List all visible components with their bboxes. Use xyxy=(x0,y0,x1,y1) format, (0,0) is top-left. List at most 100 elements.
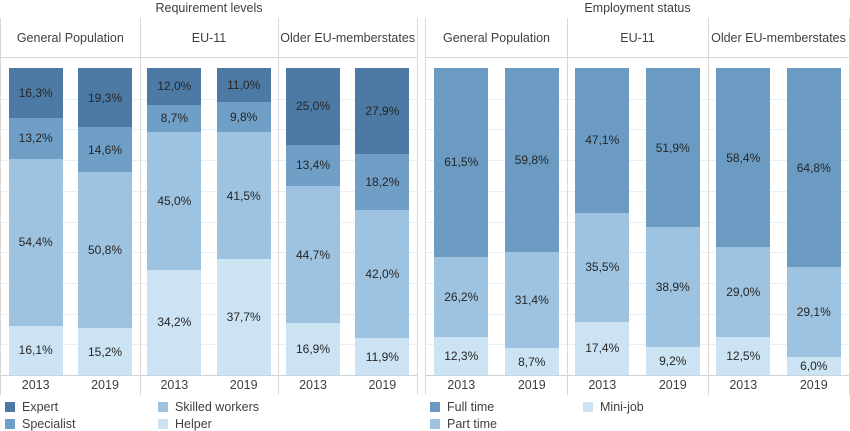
group-header-older-eu-memberstates: Older EU-memberstates xyxy=(280,30,416,45)
legend-item-helper: Helper xyxy=(158,417,311,431)
segment-part-time: 31,4% xyxy=(504,251,559,349)
year-label: 2013 xyxy=(21,377,50,392)
legend-column: Mini-job xyxy=(583,400,736,431)
legend-item-skilled-workers: Skilled workers xyxy=(158,400,311,414)
segment-label: 12,0% xyxy=(157,79,192,94)
segment-skilled-workers: 41,5% xyxy=(216,131,271,260)
bar-slot: 61,5% 26,2% 12,3% xyxy=(426,68,497,376)
segment-label: 11,0% xyxy=(227,77,261,92)
segment-label: 25,0% xyxy=(296,99,331,114)
segment-specialist: 18,2% xyxy=(355,153,410,210)
group-separator xyxy=(139,18,141,395)
segment-expert: 19,3% xyxy=(78,68,133,128)
plot-area: 16,3% 13,2% 54,4% 16,1% 19,3% 14,6% 50,8% 15,2%… xyxy=(1,68,417,376)
segment-full-time: 64,8% xyxy=(786,68,841,268)
gridline xyxy=(426,160,849,162)
segment-label: 11,9% xyxy=(365,349,399,364)
bar-eu-11-2019: 11,0% 9,8% 41,5% 37,7% xyxy=(216,68,271,375)
segment-label: 16,3% xyxy=(18,86,53,101)
segment-mini-job: 9,2% xyxy=(645,346,700,375)
bar-slot: 19,3% 14,6% 50,8% 15,2% xyxy=(70,68,139,375)
group-separator xyxy=(566,18,568,395)
legend-swatch-part-time xyxy=(430,419,440,429)
year-group: 2013 2019 xyxy=(1,378,140,392)
year-group: 2013 2019 xyxy=(708,378,849,392)
segment-mini-job: 12,5% xyxy=(716,336,771,375)
segment-skilled-workers: 54,4% xyxy=(8,158,63,326)
legend-label: Expert xyxy=(22,400,59,414)
bar-eu-11-2019: 51,9% 38,9% 9,2% xyxy=(645,68,700,375)
gridline xyxy=(426,344,849,346)
segment-expert: 12,0% xyxy=(147,68,202,105)
legend-label: Helper xyxy=(175,417,212,431)
legend-swatch-helper xyxy=(158,419,168,429)
segment-label: 41,5% xyxy=(226,188,261,203)
segment-label: 9,8% xyxy=(230,109,258,124)
segment-label: 47,1% xyxy=(585,133,620,148)
group-separator xyxy=(278,18,280,395)
plot-frame: General Population EU-11 Older EU-memberst… xyxy=(425,18,850,395)
legend-column: Skilled workers Helper xyxy=(158,400,311,431)
bar-groups: 16,3% 13,2% 54,4% 16,1% 19,3% 14,6% 50,8% 15,2%… xyxy=(1,68,417,376)
legend-column: Full time Part time xyxy=(430,400,583,431)
year-axis: 2013 2019 2013 2019 2013 2019 xyxy=(426,376,849,393)
segment-helper: 34,2% xyxy=(147,269,202,375)
segment-label: 38,9% xyxy=(655,280,690,295)
gridline xyxy=(426,313,849,315)
chart-title: Requirement levels xyxy=(155,1,263,15)
year-label: 2013 xyxy=(729,377,758,392)
year-label: 2019 xyxy=(799,377,828,392)
segment-label: 9,2% xyxy=(659,353,687,368)
bar-general-population-2019: 59,8% 31,4% 8,7% xyxy=(504,68,559,375)
segment-label: 16,9% xyxy=(296,342,331,357)
year-group: 2013 2019 xyxy=(278,378,417,392)
legend-item-expert: Expert xyxy=(5,400,158,414)
segment-label: 61,5% xyxy=(444,155,479,170)
segment-part-time: 35,5% xyxy=(575,212,630,322)
segment-label: 37,7% xyxy=(226,310,261,325)
segment-mini-job: 6,0% xyxy=(786,356,841,375)
bar-general-population-2013: 61,5% 26,2% 12,3% xyxy=(434,68,489,376)
segment-label: 58,4% xyxy=(726,150,761,165)
segment-label: 19,3% xyxy=(88,90,123,105)
legend-label: Full time xyxy=(447,400,495,414)
year-label: 2019 xyxy=(229,377,258,392)
gridline xyxy=(426,221,849,223)
bar-slot: 25,0% 13,4% 44,7% 16,9% xyxy=(278,68,347,376)
segment-label: 45,0% xyxy=(157,193,192,208)
segment-label: 6,0% xyxy=(800,358,828,373)
bar-groups: 61,5% 26,2% 12,3% 59,8% 31,4% 8,7% 47,1% 35,5% 1… xyxy=(426,68,849,376)
legend-item-part-time: Part time xyxy=(430,417,583,431)
bar-general-population-2019: 19,3% 14,6% 50,8% 15,2% xyxy=(78,68,133,375)
segment-specialist: 8,7% xyxy=(147,104,202,132)
year-group: 2013 2019 xyxy=(426,378,567,392)
segment-full-time: 47,1% xyxy=(575,68,630,213)
gridline xyxy=(426,282,849,284)
segment-label: 16,1% xyxy=(18,343,53,358)
group-header-general-population: General Population xyxy=(16,30,124,45)
legend-label: Mini-job xyxy=(600,400,644,414)
bar-group-eu-11: 47,1% 35,5% 17,4% 51,9% 38,9% 9,2% xyxy=(567,68,708,375)
segment-specialist: 13,4% xyxy=(286,144,341,186)
bar-general-population-2013: 16,3% 13,2% 54,4% 16,1% xyxy=(8,68,63,376)
legend-swatch-full-time xyxy=(430,402,440,412)
bar-group-general-population: 16,3% 13,2% 54,4% 16,1% 19,3% 14,6% 50,8% 15,2% xyxy=(1,68,140,376)
bar-slot: 12,0% 8,7% 45,0% 34,2% xyxy=(140,68,209,375)
segment-part-time: 38,9% xyxy=(645,227,700,347)
bar-slot: 11,0% 9,8% 41,5% 37,7% xyxy=(209,68,278,375)
bar-eu-11-2013: 47,1% 35,5% 17,4% xyxy=(575,68,630,375)
segment-part-time: 29,0% xyxy=(716,247,771,337)
segment-label: 59,8% xyxy=(514,152,549,167)
legend-label: Specialist xyxy=(22,417,76,431)
segment-skilled-workers: 42,0% xyxy=(355,209,410,339)
segment-mini-job: 8,7% xyxy=(504,348,559,375)
year-group: 2013 2019 xyxy=(140,378,279,392)
gridline xyxy=(1,221,417,223)
year-axis: 2013 2019 2013 2019 2013 2019 xyxy=(1,376,417,393)
segment-full-time: 51,9% xyxy=(645,68,700,228)
year-label: 2019 xyxy=(658,377,687,392)
segment-label: 14,6% xyxy=(88,142,123,157)
segment-specialist: 14,6% xyxy=(78,127,133,173)
chart-requirement-levels: Requirement levels General Population EU-1… xyxy=(0,0,418,431)
